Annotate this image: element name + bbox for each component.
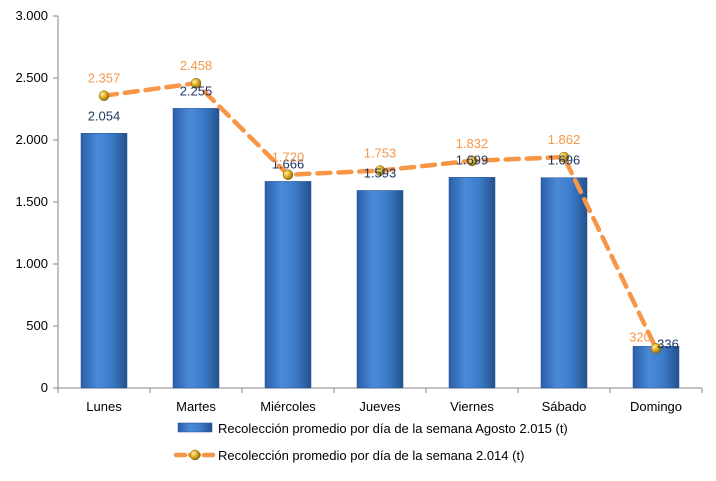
line-value-label: 320	[629, 329, 651, 344]
bar	[356, 190, 404, 389]
bar-value-label: 2.054	[88, 108, 121, 123]
bar	[540, 177, 588, 389]
y-tick-label: 1.000	[15, 256, 48, 271]
axis-layer: 0 500 1.000 1.500 2.000 2.500 3.000 Lunes Martes…	[15, 8, 703, 414]
x-tick-label: Jueves	[359, 399, 401, 414]
x-tick-label: Lunes	[86, 399, 122, 414]
line-value-label: 2.357	[88, 71, 121, 86]
line-value-label: 1.832	[456, 136, 489, 151]
line-value-label: 2.458	[180, 58, 213, 73]
line-marker	[190, 77, 202, 89]
y-tick-label: 2.000	[15, 132, 48, 147]
x-tick-label: Martes	[176, 399, 216, 414]
y-tick-label: 500	[26, 318, 48, 333]
bar	[264, 181, 312, 389]
line-marker	[650, 343, 662, 354]
bar-value-label: 1.593	[364, 165, 397, 180]
line-value-label: 1.720	[272, 150, 305, 165]
legend: Recolección promedio por día de la seman…	[173, 421, 568, 463]
bar-value-label: 2.255	[180, 83, 213, 98]
y-tick-label: 3.000	[15, 8, 48, 23]
x-tick-label: Viernes	[450, 399, 494, 414]
bar-value-label: 1.666	[272, 156, 305, 171]
y-tick-label: 1.500	[15, 194, 48, 209]
bar	[172, 108, 220, 389]
x-tick-label: Domingo	[630, 399, 682, 414]
bar-value-label: 1.696	[548, 153, 581, 168]
legend-bar-swatch	[177, 422, 213, 433]
y-tick-label: 2.500	[15, 70, 48, 85]
bar-value-label: 336	[657, 336, 679, 351]
line-value-label: 1.862	[548, 132, 581, 147]
data-labels: 2.054 2.255 1.666 1.593 1.699 1.696 336 2.357 2.…	[88, 58, 679, 351]
bar-series	[80, 108, 680, 389]
bar	[448, 177, 496, 389]
line-marker	[558, 151, 570, 163]
line-marker	[282, 169, 294, 180]
legend-line-marker	[189, 449, 201, 461]
line-marker	[98, 90, 110, 101]
line-series	[98, 77, 662, 354]
line-marker	[466, 155, 478, 167]
x-tick-label: Sábado	[542, 399, 587, 414]
line-value-label: 1.753	[364, 146, 397, 161]
bar-value-label: 1.699	[456, 152, 489, 167]
bar	[80, 133, 128, 389]
y-tick-label: 0	[41, 380, 48, 395]
line-marker	[374, 165, 386, 176]
x-tick-label: Miércoles	[260, 399, 316, 414]
legend-line-label: Recolección promedio por día de la seman…	[218, 448, 524, 463]
legend-bar-label: Recolección promedio por día de la seman…	[218, 421, 568, 436]
